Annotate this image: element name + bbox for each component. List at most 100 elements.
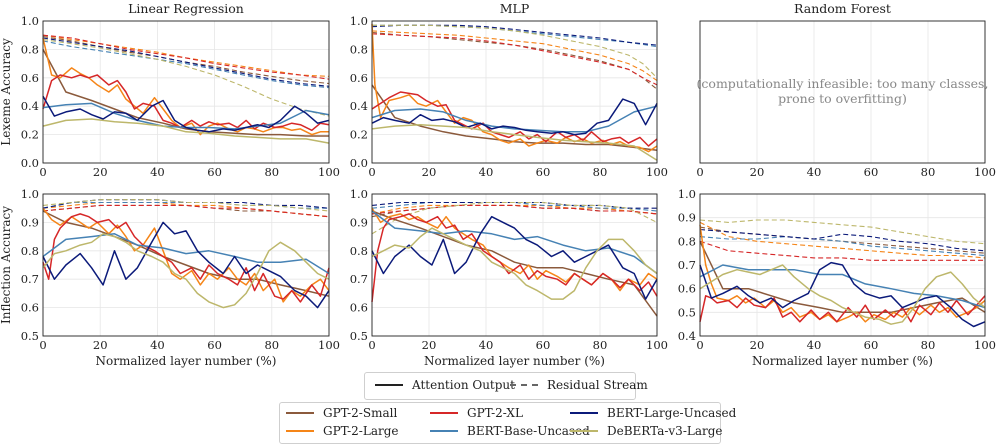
infeasible-annotation: (computationally infeasible: too many cl… <box>697 76 989 106</box>
y-axis-label: Lexeme Accuracy <box>0 38 13 146</box>
series-bert-large-uncased-residual-stream <box>42 37 330 87</box>
x-tick-label: 20 <box>750 165 765 179</box>
x-tick-label: 20 <box>93 338 108 352</box>
series-gpt-2-small-residual-stream <box>371 204 658 218</box>
series-gpt-2-small-attention-output <box>699 240 986 314</box>
y-tick-label: 0.7 <box>21 272 39 286</box>
series-bert-large-uncased-attention-output <box>371 98 658 136</box>
legend-item-residual-stream: Residual Stream <box>510 378 648 392</box>
swatch-gpt2-small <box>286 412 314 414</box>
x-tick-label: 40 <box>150 338 165 352</box>
series-deberta-v3-large-attention-output <box>371 123 658 161</box>
y-tick-label: 0.0 <box>21 156 39 170</box>
y-tick-label: 0.5 <box>21 329 39 343</box>
y-tick-label: 0.8 <box>350 42 368 56</box>
series-gpt-2-xl-residual-stream <box>42 34 330 80</box>
legend-label-gpt2-large: GPT-2-Large <box>323 424 399 438</box>
y-tick-label: 1.0 <box>350 14 368 28</box>
legend-item-deberta: DeBERTa-v3-Large <box>570 424 723 438</box>
swatch-deberta <box>570 430 598 432</box>
series-deberta-v3-large-attention-output <box>42 118 330 144</box>
series-gpt-2-large-residual-stream <box>371 30 658 82</box>
x-tick-label: 0 <box>696 165 703 179</box>
series-bert-large-uncased-attention-output <box>371 215 658 300</box>
series-gpt-2-small-attention-output <box>42 210 330 297</box>
y-tick-label: 0.8 <box>21 244 39 258</box>
plot-frame <box>371 193 658 337</box>
series-deberta-v3-large-attention-output <box>42 233 330 309</box>
series-bert-large-uncased-attention-output <box>42 221 330 309</box>
legend-label-deberta: DeBERTa-v3-Large <box>607 424 723 438</box>
annotation-line: (computationally infeasible: too many cl… <box>697 76 989 91</box>
y-tick-label: 0.6 <box>350 71 368 85</box>
y-tick-label: 0.8 <box>21 42 39 56</box>
series-gpt-2-large-residual-stream <box>699 221 986 259</box>
series-gpt-2-xl-attention-output <box>42 213 330 303</box>
y-tick-label: 0.0 <box>350 156 368 170</box>
x-tick-label: 0 <box>368 338 375 352</box>
y-tick-label: 0.4 <box>350 99 368 113</box>
series-bert-base-uncased-attention-output <box>371 105 658 133</box>
legend-label-attention-output: Attention Output <box>412 378 515 392</box>
x-tick-label: 0 <box>368 165 375 179</box>
x-tick-label: 0 <box>696 338 703 352</box>
plot-frame <box>42 193 330 337</box>
series-gpt-2-xl-attention-output <box>699 295 986 323</box>
legend-label-bert-large: BERT-Large-Uncased <box>607 406 737 420</box>
y-tick-label: 0.6 <box>678 282 696 296</box>
legend-item-bert-large: BERT-Large-Uncased <box>570 406 736 420</box>
x-tick-label: 100 <box>974 338 996 352</box>
legend-label-residual-stream: Residual Stream <box>547 378 648 392</box>
x-tick-label: 40 <box>479 165 494 179</box>
y-axis-label: Inflection Accuracy <box>0 206 13 324</box>
x-tick-label: 60 <box>207 165 222 179</box>
swatch-gpt2-large <box>286 430 314 432</box>
panel-4: 0.5 0.6 0.7 0.8 0.9 1.0 0 20 40 60 80 100 Normalized… <box>0 187 340 368</box>
legend-item-gpt2-xl: GPT-2-XL <box>430 406 523 420</box>
model-legend: GPT-2-Small GPT-2-Large GPT-2-XL BERT-Ba… <box>279 402 736 444</box>
series-bert-large-uncased-attention-output <box>699 261 986 328</box>
x-tick-label: 0 <box>39 338 46 352</box>
y-tick-label: 0.7 <box>678 258 696 272</box>
y-tick-label: 0.4 <box>21 99 39 113</box>
series-gpt-2-xl-residual-stream <box>371 33 658 86</box>
x-tick-label: 100 <box>318 338 340 352</box>
series-gpt-2-xl-attention-output <box>371 213 658 302</box>
panel-3: 0 20 40 60 80 100 Random Forest (computationall… <box>696 1 996 179</box>
dashed-line-swatch <box>510 384 538 386</box>
plot-area <box>43 21 329 163</box>
x-tick-label: 100 <box>318 165 340 179</box>
swatch-bert-base <box>430 430 458 432</box>
x-tick-label: 20 <box>422 165 437 179</box>
x-tick-label: 40 <box>150 165 165 179</box>
panel-1: 0.0 0.2 0.4 0.6 0.8 1.0 0 20 40 60 80 100 Linear Reg… <box>0 1 340 179</box>
y-tick-label: 0.5 <box>678 305 696 319</box>
legend-label-bert-base: BERT-Base-Uncased <box>467 424 590 438</box>
x-tick-label: 0 <box>39 165 46 179</box>
legend-label-gpt2-small: GPT-2-Small <box>323 406 398 420</box>
series-gpt-2-large-attention-output <box>42 37 329 136</box>
x-tick-label: 40 <box>807 338 822 352</box>
x-tick-label: 80 <box>264 165 279 179</box>
panel-title: Random Forest <box>794 1 891 16</box>
panel-6: 0.4 0.5 0.6 0.7 0.8 0.9 1.0 0 20 40 60 80 100 Normali… <box>678 187 996 368</box>
solid-line-swatch <box>375 384 403 386</box>
x-tick-label: 100 <box>646 165 668 179</box>
x-axis-label: Normalized layer number (%) <box>424 354 605 368</box>
legend-item-gpt2-small: GPT-2-Small <box>286 406 397 420</box>
x-tick-label: 60 <box>536 165 551 179</box>
x-tick-label: 80 <box>921 338 936 352</box>
series-gpt-2-large-residual-stream <box>371 204 658 215</box>
x-tick-label: 80 <box>264 338 279 352</box>
plot-frame <box>699 20 986 164</box>
plot-frame <box>371 20 658 164</box>
series-gpt-2-xl-attention-output <box>42 74 330 132</box>
y-tick-label: 0.6 <box>21 301 39 315</box>
legend-label-gpt2-xl: GPT-2-XL <box>467 406 523 420</box>
x-tick-label: 40 <box>807 165 822 179</box>
y-tick-label: 1.0 <box>350 187 368 201</box>
swatch-bert-large <box>570 412 598 414</box>
y-tick-label: 1.0 <box>21 187 39 201</box>
y-tick-label: 0.5 <box>350 329 368 343</box>
